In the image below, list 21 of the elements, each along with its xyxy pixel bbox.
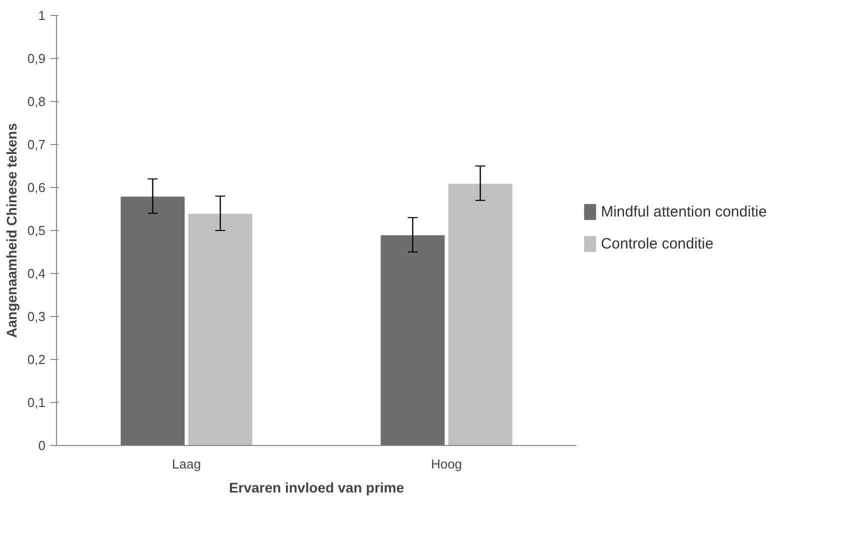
bar [120, 196, 186, 446]
y-axis-title: Aangenaamheid Chinese tekens [3, 122, 20, 338]
y-tick-label: 0,6 [27, 180, 46, 195]
y-tick-label: 0,1 [27, 395, 46, 410]
y-tick-label: 0,5 [27, 223, 46, 238]
y-tick-label: 0,9 [27, 51, 46, 66]
y-tick-label: 1 [38, 8, 46, 23]
y-tick-label: 0 [38, 438, 46, 453]
x-tick-label: Laag [172, 456, 201, 472]
legend-label: Mindful attention conditie [600, 204, 767, 221]
y-tick-label: 0,2 [27, 352, 46, 367]
x-tick-label: Hoog [430, 456, 462, 472]
y-tick-label: 0,4 [27, 266, 46, 281]
y-tick-label: 0,3 [27, 309, 46, 324]
legend-label: Controle conditie [600, 236, 714, 252]
x-axis-title: Ervaren invloed van prime [228, 480, 404, 496]
bar [380, 234, 446, 446]
bar [447, 182, 514, 446]
bar [187, 212, 254, 446]
y-tick-label: 0,8 [27, 94, 46, 109]
y-tick-label: 0,7 [27, 137, 46, 152]
